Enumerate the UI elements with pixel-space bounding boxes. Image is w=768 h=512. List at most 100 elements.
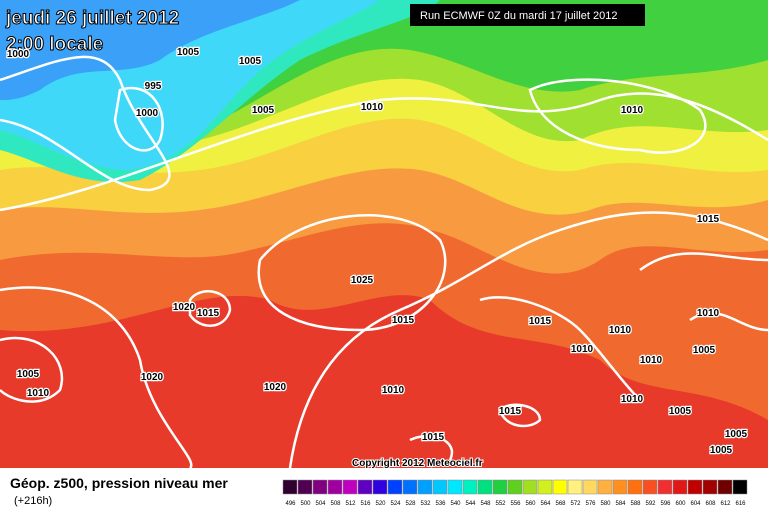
scale-label: 588 bbox=[630, 501, 641, 507]
scale-swatch bbox=[342, 479, 358, 495]
legend-title: Géop. z500, pression niveau mer bbox=[10, 475, 228, 491]
scale-label: 572 bbox=[570, 501, 581, 507]
scale-label: 524 bbox=[390, 501, 401, 507]
scale-label: 544 bbox=[465, 501, 476, 507]
time: 2:00 locale bbox=[6, 34, 103, 55]
scale-swatch bbox=[537, 479, 553, 495]
scale-label: 496 bbox=[285, 501, 296, 507]
scale-label: 536 bbox=[435, 501, 446, 507]
isobar-label: 1025 bbox=[351, 275, 374, 286]
isobar-label: 1015 bbox=[529, 316, 552, 327]
isobar-label: 1010 bbox=[571, 344, 594, 355]
scale-label: 528 bbox=[405, 501, 416, 507]
scale-swatch bbox=[492, 479, 508, 495]
isobar-label: 1010 bbox=[27, 388, 50, 399]
isobar-label: 1010 bbox=[382, 385, 405, 396]
scale-swatch bbox=[297, 479, 313, 495]
isobar-label: 1010 bbox=[621, 105, 644, 116]
scale-swatch bbox=[657, 479, 673, 495]
scale-label: 612 bbox=[720, 501, 731, 507]
legend-subtitle: (+216h) bbox=[14, 495, 52, 507]
isobar-label: 1005 bbox=[239, 56, 262, 67]
isobar-label: 1000 bbox=[7, 49, 30, 60]
scale-swatch bbox=[687, 479, 703, 495]
scale-label: 560 bbox=[525, 501, 536, 507]
scale-label: 616 bbox=[735, 501, 746, 507]
isobar-label: 1005 bbox=[693, 345, 716, 356]
isobar-label: 1010 bbox=[361, 102, 384, 113]
isobar-label: 1005 bbox=[177, 47, 200, 58]
scale-swatch bbox=[402, 479, 418, 495]
scale-swatch bbox=[462, 479, 478, 495]
scale-label: 516 bbox=[360, 501, 371, 507]
isobar-label: 1020 bbox=[173, 302, 196, 313]
scale-swatch bbox=[282, 479, 298, 495]
scale-label: 596 bbox=[660, 501, 671, 507]
scale-label: 552 bbox=[495, 501, 506, 507]
scale-label: 604 bbox=[690, 501, 701, 507]
isobar-label: 1020 bbox=[141, 372, 164, 383]
scale-swatch bbox=[447, 479, 463, 495]
scale-swatch bbox=[507, 479, 523, 495]
isobar-label: 1010 bbox=[697, 308, 720, 319]
isobar-label: 1005 bbox=[17, 369, 40, 380]
scale-swatch bbox=[567, 479, 583, 495]
scale-label: 548 bbox=[480, 501, 491, 507]
scale-label: 584 bbox=[615, 501, 626, 507]
scale-label: 512 bbox=[345, 501, 356, 507]
band-blue bbox=[0, 0, 300, 100]
scale-label: 580 bbox=[600, 501, 611, 507]
scale-swatch bbox=[477, 479, 493, 495]
scale-swatch bbox=[417, 479, 433, 495]
scale-swatch bbox=[582, 479, 598, 495]
scale-swatch bbox=[327, 479, 343, 495]
scale-label: 564 bbox=[540, 501, 551, 507]
scale-swatch bbox=[522, 479, 538, 495]
scale-label: 504 bbox=[315, 501, 326, 507]
scale-label: 508 bbox=[330, 501, 341, 507]
scale-swatch bbox=[612, 479, 628, 495]
isobar-label: 1005 bbox=[669, 406, 692, 417]
isobar-label: 1005 bbox=[725, 429, 748, 440]
scale-label: 540 bbox=[450, 501, 461, 507]
copyright: Copyright 2012 Meteociel.fr bbox=[352, 458, 483, 469]
scale-swatch bbox=[372, 479, 388, 495]
scale-swatch bbox=[732, 479, 748, 495]
date: jeudi 26 juillet 2012 bbox=[5, 8, 179, 29]
scale-swatch bbox=[672, 479, 688, 495]
isobar-label: 1000 bbox=[136, 108, 159, 119]
scale-label: 556 bbox=[510, 501, 521, 507]
isobar-label: 1005 bbox=[710, 445, 733, 456]
isobar-label: 1020 bbox=[264, 382, 287, 393]
scale-label: 600 bbox=[675, 501, 686, 507]
scale-label: 520 bbox=[375, 501, 386, 507]
isobar-label: 1015 bbox=[422, 432, 445, 443]
isobar-label: 1015 bbox=[499, 406, 522, 417]
scale-swatch bbox=[627, 479, 643, 495]
isobar-label: 1010 bbox=[640, 355, 663, 366]
scale-label: 592 bbox=[645, 501, 656, 507]
scale-swatch bbox=[432, 479, 448, 495]
scale-label: 532 bbox=[420, 501, 431, 507]
isobar-label: 1015 bbox=[697, 214, 720, 225]
scale-swatch bbox=[597, 479, 613, 495]
scale-label: 500 bbox=[300, 501, 311, 507]
run-box bbox=[410, 4, 645, 26]
scale-swatch bbox=[642, 479, 658, 495]
scale-swatch bbox=[357, 479, 373, 495]
scale-swatch bbox=[312, 479, 328, 495]
isobar-label: 1015 bbox=[392, 315, 415, 326]
isobar-label: 1005 bbox=[252, 105, 275, 116]
scale-label: 608 bbox=[705, 501, 716, 507]
isobar-label: 1015 bbox=[197, 308, 220, 319]
scale-label: 568 bbox=[555, 501, 566, 507]
isobar-label: 995 bbox=[145, 81, 162, 92]
run-label: Run ECMWF 0Z du mardi 17 juillet 2012 bbox=[420, 10, 617, 22]
isobars bbox=[0, 55, 768, 469]
scale-label: 576 bbox=[585, 501, 596, 507]
isobar-label: 1010 bbox=[621, 394, 644, 405]
scale-swatch bbox=[717, 479, 733, 495]
isobar-label: 1010 bbox=[609, 325, 632, 336]
scale-swatch bbox=[387, 479, 403, 495]
